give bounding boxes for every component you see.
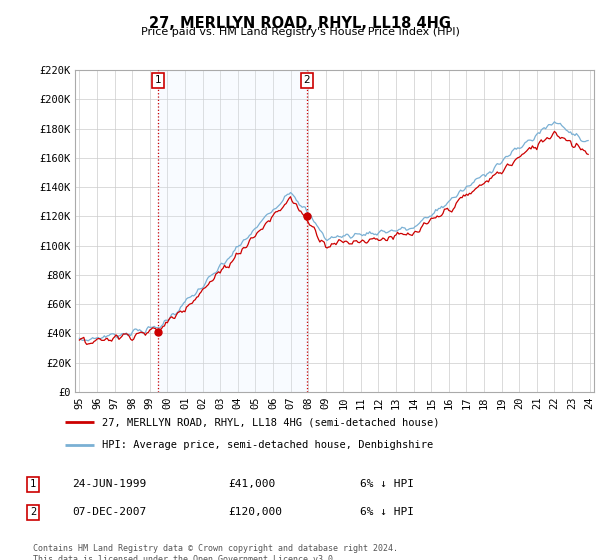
Text: 2: 2 — [304, 75, 310, 85]
Text: 1: 1 — [30, 479, 36, 489]
Text: 07-DEC-2007: 07-DEC-2007 — [72, 507, 146, 517]
Text: 24-JUN-1999: 24-JUN-1999 — [72, 479, 146, 489]
Text: Contains HM Land Registry data © Crown copyright and database right 2024.
This d: Contains HM Land Registry data © Crown c… — [33, 544, 398, 560]
Text: £120,000: £120,000 — [228, 507, 282, 517]
Text: Price paid vs. HM Land Registry's House Price Index (HPI): Price paid vs. HM Land Registry's House … — [140, 27, 460, 37]
Text: 1: 1 — [155, 75, 161, 85]
Text: HPI: Average price, semi-detached house, Denbighshire: HPI: Average price, semi-detached house,… — [101, 440, 433, 450]
Text: £41,000: £41,000 — [228, 479, 275, 489]
Text: 27, MERLLYN ROAD, RHYL, LL18 4HG: 27, MERLLYN ROAD, RHYL, LL18 4HG — [149, 16, 451, 31]
Text: 2: 2 — [30, 507, 36, 517]
Text: 27, MERLLYN ROAD, RHYL, LL18 4HG (semi-detached house): 27, MERLLYN ROAD, RHYL, LL18 4HG (semi-d… — [101, 417, 439, 427]
Text: 6% ↓ HPI: 6% ↓ HPI — [360, 507, 414, 517]
Text: 6% ↓ HPI: 6% ↓ HPI — [360, 479, 414, 489]
Bar — [158, 70, 307, 392]
